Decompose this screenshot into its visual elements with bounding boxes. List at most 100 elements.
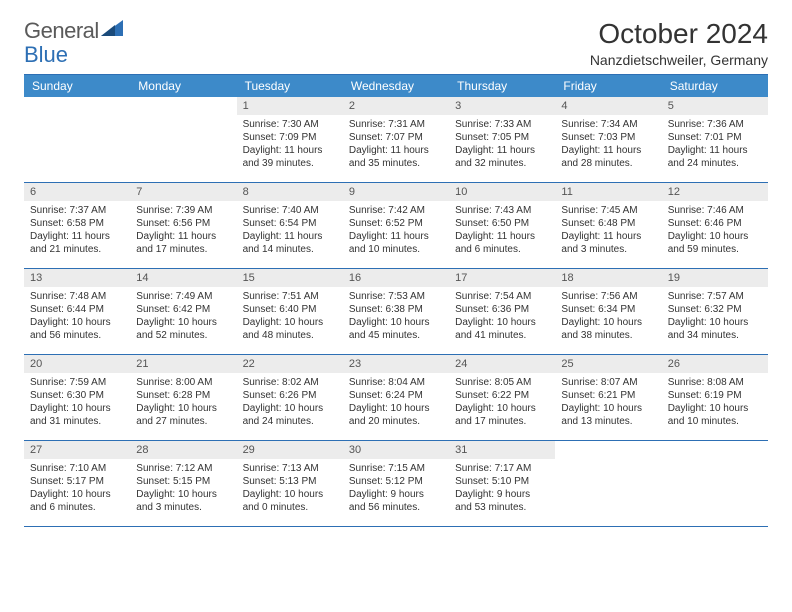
sunset-line: Sunset: 6:28 PM — [136, 389, 230, 402]
sunrise-line: Sunrise: 7:30 AM — [243, 118, 337, 131]
sunrise-line: Sunrise: 7:15 AM — [349, 462, 443, 475]
daylight-line: Daylight: 10 hours and 56 minutes. — [30, 316, 124, 342]
sunset-line: Sunset: 6:42 PM — [136, 303, 230, 316]
sunset-line: Sunset: 6:21 PM — [561, 389, 655, 402]
daylight-line: Daylight: 10 hours and 38 minutes. — [561, 316, 655, 342]
dow-monday: Monday — [130, 75, 236, 97]
day-number: 3 — [449, 97, 555, 115]
day-content: Sunrise: 8:02 AMSunset: 6:26 PMDaylight:… — [237, 373, 343, 432]
sunrise-line: Sunrise: 7:49 AM — [136, 290, 230, 303]
daylight-line: Daylight: 10 hours and 24 minutes. — [243, 402, 337, 428]
sunset-line: Sunset: 6:26 PM — [243, 389, 337, 402]
sunset-line: Sunset: 6:24 PM — [349, 389, 443, 402]
calendar-cell: 24Sunrise: 8:05 AMSunset: 6:22 PMDayligh… — [449, 355, 555, 441]
daylight-line: Daylight: 11 hours and 17 minutes. — [136, 230, 230, 256]
sunset-line: Sunset: 6:38 PM — [349, 303, 443, 316]
daylight-line: Daylight: 9 hours and 56 minutes. — [349, 488, 443, 514]
calendar-cell: 17Sunrise: 7:54 AMSunset: 6:36 PMDayligh… — [449, 269, 555, 355]
calendar-cell: 1Sunrise: 7:30 AMSunset: 7:09 PMDaylight… — [237, 97, 343, 183]
sunset-line: Sunset: 6:56 PM — [136, 217, 230, 230]
sunrise-line: Sunrise: 7:53 AM — [349, 290, 443, 303]
day-content: Sunrise: 7:45 AMSunset: 6:48 PMDaylight:… — [555, 201, 661, 260]
sunset-line: Sunset: 5:15 PM — [136, 475, 230, 488]
calendar-cell: 14Sunrise: 7:49 AMSunset: 6:42 PMDayligh… — [130, 269, 236, 355]
sunrise-line: Sunrise: 7:37 AM — [30, 204, 124, 217]
day-number: 16 — [343, 269, 449, 287]
calendar-cell: 11Sunrise: 7:45 AMSunset: 6:48 PMDayligh… — [555, 183, 661, 269]
sunset-line: Sunset: 6:34 PM — [561, 303, 655, 316]
dow-friday: Friday — [555, 75, 661, 97]
day-number: 27 — [24, 441, 130, 459]
sunrise-line: Sunrise: 7:45 AM — [561, 204, 655, 217]
sunrise-line: Sunrise: 7:57 AM — [668, 290, 762, 303]
sunrise-line: Sunrise: 7:39 AM — [136, 204, 230, 217]
sunrise-line: Sunrise: 7:42 AM — [349, 204, 443, 217]
daylight-line: Daylight: 10 hours and 27 minutes. — [136, 402, 230, 428]
sunset-line: Sunset: 5:10 PM — [455, 475, 549, 488]
dow-sunday: Sunday — [24, 75, 130, 97]
sunset-line: Sunset: 6:44 PM — [30, 303, 124, 316]
daylight-line: Daylight: 11 hours and 10 minutes. — [349, 230, 443, 256]
day-content: Sunrise: 7:13 AMSunset: 5:13 PMDaylight:… — [237, 459, 343, 518]
day-content: Sunrise: 7:54 AMSunset: 6:36 PMDaylight:… — [449, 287, 555, 346]
sunrise-line: Sunrise: 7:12 AM — [136, 462, 230, 475]
daylight-line: Daylight: 11 hours and 6 minutes. — [455, 230, 549, 256]
logo-blue-wrap: Blue — [24, 42, 68, 68]
daylight-line: Daylight: 9 hours and 53 minutes. — [455, 488, 549, 514]
day-number: 12 — [662, 183, 768, 201]
day-number: 29 — [237, 441, 343, 459]
dow-thursday: Thursday — [449, 75, 555, 97]
calendar-cell: 26Sunrise: 8:08 AMSunset: 6:19 PMDayligh… — [662, 355, 768, 441]
sunset-line: Sunset: 6:46 PM — [668, 217, 762, 230]
calendar-cell: 9Sunrise: 7:42 AMSunset: 6:52 PMDaylight… — [343, 183, 449, 269]
day-number: 26 — [662, 355, 768, 373]
sunrise-line: Sunrise: 7:51 AM — [243, 290, 337, 303]
day-number: 23 — [343, 355, 449, 373]
day-number: 4 — [555, 97, 661, 115]
sunset-line: Sunset: 6:22 PM — [455, 389, 549, 402]
day-content: Sunrise: 7:34 AMSunset: 7:03 PMDaylight:… — [555, 115, 661, 174]
day-content: Sunrise: 7:46 AMSunset: 6:46 PMDaylight:… — [662, 201, 768, 260]
daylight-line: Daylight: 11 hours and 28 minutes. — [561, 144, 655, 170]
day-content: Sunrise: 7:17 AMSunset: 5:10 PMDaylight:… — [449, 459, 555, 518]
sunrise-line: Sunrise: 7:33 AM — [455, 118, 549, 131]
logo: General — [24, 18, 123, 44]
day-number: 14 — [130, 269, 236, 287]
header: General October 2024 Nanzdietschweiler, … — [24, 18, 768, 68]
day-number: 28 — [130, 441, 236, 459]
day-content: Sunrise: 7:31 AMSunset: 7:07 PMDaylight:… — [343, 115, 449, 174]
daylight-line: Daylight: 10 hours and 17 minutes. — [455, 402, 549, 428]
daylight-line: Daylight: 11 hours and 21 minutes. — [30, 230, 124, 256]
day-number: 5 — [662, 97, 768, 115]
daylight-line: Daylight: 11 hours and 32 minutes. — [455, 144, 549, 170]
day-number: 21 — [130, 355, 236, 373]
sunrise-line: Sunrise: 7:59 AM — [30, 376, 124, 389]
daylight-line: Daylight: 10 hours and 34 minutes. — [668, 316, 762, 342]
calendar-cell: 8Sunrise: 7:40 AMSunset: 6:54 PMDaylight… — [237, 183, 343, 269]
calendar-cell: 5Sunrise: 7:36 AMSunset: 7:01 PMDaylight… — [662, 97, 768, 183]
calendar-page: General October 2024 Nanzdietschweiler, … — [0, 0, 792, 527]
calendar-cell: 16Sunrise: 7:53 AMSunset: 6:38 PMDayligh… — [343, 269, 449, 355]
daylight-line: Daylight: 10 hours and 31 minutes. — [30, 402, 124, 428]
day-number: 2 — [343, 97, 449, 115]
page-title: October 2024 — [590, 18, 768, 50]
calendar-cell: 29Sunrise: 7:13 AMSunset: 5:13 PMDayligh… — [237, 441, 343, 527]
calendar-cell: 3Sunrise: 7:33 AMSunset: 7:05 PMDaylight… — [449, 97, 555, 183]
day-content: Sunrise: 8:08 AMSunset: 6:19 PMDaylight:… — [662, 373, 768, 432]
day-number: 11 — [555, 183, 661, 201]
calendar-cell-empty — [662, 441, 768, 527]
dow-tuesday: Tuesday — [237, 75, 343, 97]
daylight-line: Daylight: 10 hours and 13 minutes. — [561, 402, 655, 428]
calendar-cell: 22Sunrise: 8:02 AMSunset: 6:26 PMDayligh… — [237, 355, 343, 441]
sunrise-line: Sunrise: 7:31 AM — [349, 118, 443, 131]
calendar-cell: 19Sunrise: 7:57 AMSunset: 6:32 PMDayligh… — [662, 269, 768, 355]
calendar-cell: 15Sunrise: 7:51 AMSunset: 6:40 PMDayligh… — [237, 269, 343, 355]
sunrise-line: Sunrise: 8:02 AM — [243, 376, 337, 389]
day-content: Sunrise: 7:36 AMSunset: 7:01 PMDaylight:… — [662, 115, 768, 174]
day-content: Sunrise: 7:42 AMSunset: 6:52 PMDaylight:… — [343, 201, 449, 260]
calendar-cell: 6Sunrise: 7:37 AMSunset: 6:58 PMDaylight… — [24, 183, 130, 269]
day-content: Sunrise: 7:59 AMSunset: 6:30 PMDaylight:… — [24, 373, 130, 432]
logo-text-2: Blue — [24, 42, 68, 67]
calendar-cell-empty — [555, 441, 661, 527]
day-number: 10 — [449, 183, 555, 201]
